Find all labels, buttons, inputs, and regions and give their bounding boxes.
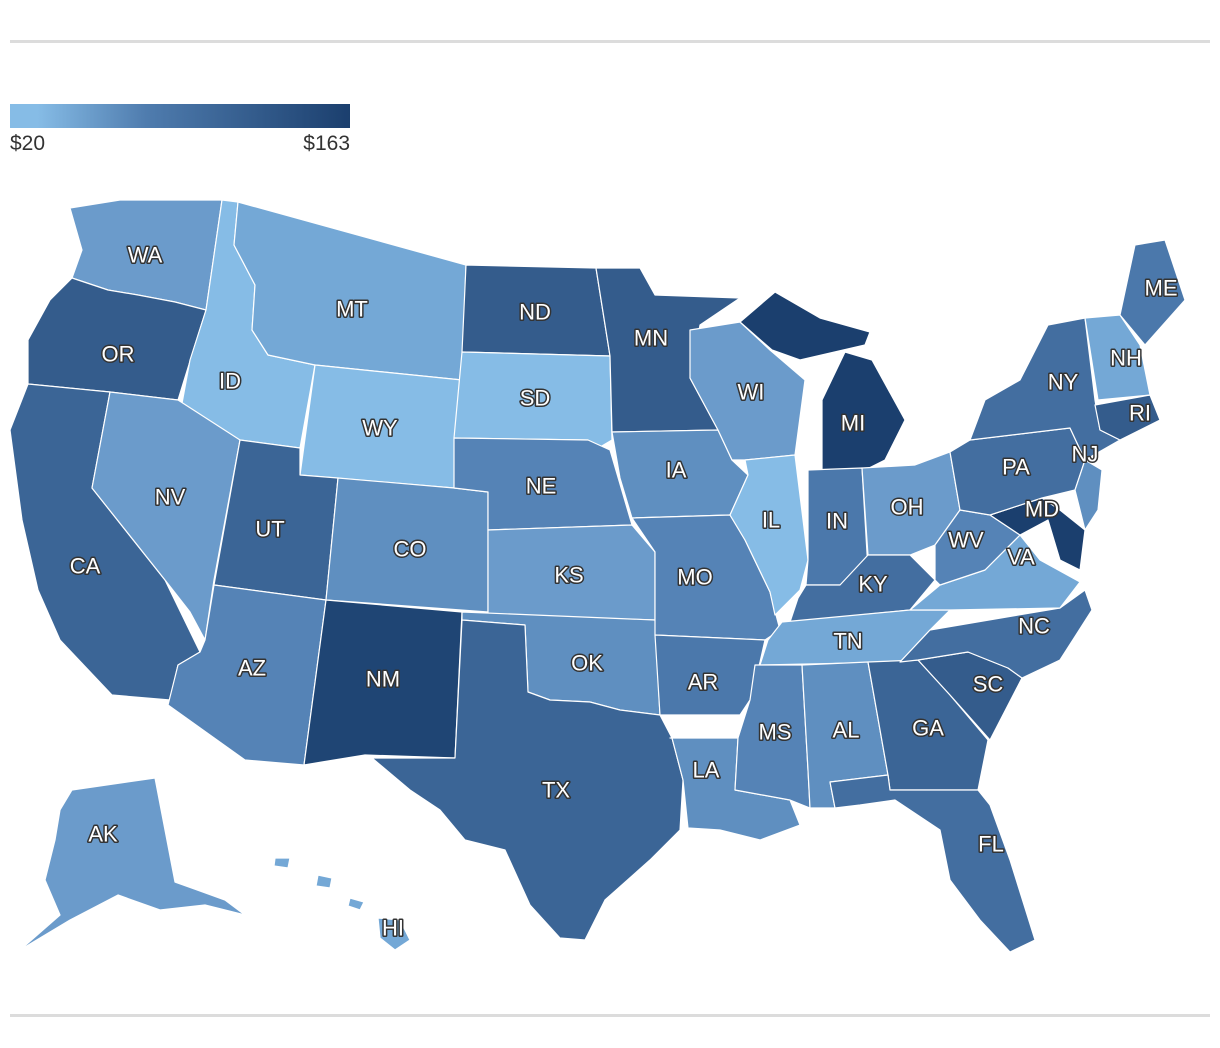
state-label-LA: LA: [693, 758, 720, 783]
state-label-NE: NE: [526, 474, 557, 499]
legend-max-label: $163: [303, 132, 350, 155]
state-label-IN: IN: [826, 509, 848, 534]
state-label-FL: FL: [978, 832, 1004, 857]
state-label-KS: KS: [554, 563, 583, 588]
state-label-WI: WI: [738, 380, 765, 405]
state-label-PA: PA: [1002, 455, 1030, 480]
state-label-NV: NV: [155, 485, 186, 510]
state-label-MD: MD: [1025, 497, 1059, 522]
state-label-AR: AR: [688, 670, 719, 695]
state-label-CA: CA: [70, 554, 101, 579]
bottom-divider: [10, 1014, 1210, 1017]
state-AR[interactable]: [654, 634, 766, 716]
state-TX[interactable]: [371, 619, 684, 941]
state-NJ[interactable]: [1074, 459, 1103, 531]
state-OR[interactable]: [27, 277, 207, 401]
legend-min-label: $20: [10, 132, 46, 155]
states-layer: [9, 199, 1186, 953]
state-label-MN: MN: [634, 326, 668, 351]
state-label-IA: IA: [666, 458, 687, 483]
state-label-SD: SD: [520, 386, 551, 411]
state-label-TX: TX: [542, 778, 570, 803]
state-label-OR: OR: [102, 342, 135, 367]
state-label-ME: ME: [1145, 276, 1178, 301]
state-label-NH: NH: [1110, 346, 1142, 371]
state-label-TN: TN: [833, 629, 862, 654]
state-label-VA: VA: [1007, 545, 1035, 570]
state-IL[interactable]: [729, 454, 809, 616]
state-label-GA: GA: [912, 716, 944, 741]
state-label-MO: MO: [677, 565, 712, 590]
state-label-AK: AK: [88, 822, 118, 847]
state-MI[interactable]: [739, 291, 906, 471]
state-FL[interactable]: [829, 774, 1036, 953]
state-label-HI: HI: [382, 916, 404, 941]
state-label-NY: NY: [1048, 370, 1079, 395]
state-label-WY: WY: [362, 416, 398, 441]
state-label-MT: MT: [336, 297, 368, 322]
state-RI[interactable]: [1094, 394, 1161, 441]
state-label-SC: SC: [973, 672, 1004, 697]
state-AK[interactable]: [19, 777, 246, 951]
legend-labels: $20 $163: [10, 132, 350, 160]
state-label-WA: WA: [128, 243, 163, 268]
state-labels-layer: WA OR CA ID NV MT WY UT AZ CO NM ND SD N…: [68, 241, 1179, 942]
state-label-MI: MI: [841, 411, 865, 436]
state-NC[interactable]: [899, 589, 1093, 679]
state-label-NJ: NJ: [1072, 442, 1099, 467]
state-label-OK: OK: [571, 651, 603, 676]
state-label-AL: AL: [833, 718, 860, 743]
state-label-CO: CO: [394, 537, 427, 562]
state-label-OH: OH: [891, 495, 924, 520]
state-MD[interactable]: [989, 497, 1086, 571]
top-divider: [10, 40, 1210, 43]
state-label-MS: MS: [759, 720, 792, 745]
state-HI[interactable]: [273, 857, 411, 951]
state-label-IL: IL: [762, 508, 780, 533]
state-label-AZ: AZ: [238, 656, 266, 681]
legend-gradient-bar: [10, 104, 350, 128]
state-label-RI: RI: [1129, 401, 1151, 426]
state-label-NM: NM: [366, 667, 400, 692]
state-label-UT: UT: [255, 517, 284, 542]
state-NY[interactable]: [969, 317, 1121, 461]
state-label-NC: NC: [1018, 614, 1050, 639]
state-label-ID: ID: [219, 369, 241, 394]
state-ME[interactable]: [1119, 239, 1186, 346]
state-label-KY: KY: [858, 572, 888, 597]
state-label-WV: WV: [948, 528, 984, 553]
state-NH[interactable]: [1084, 314, 1151, 401]
state-label-ND: ND: [519, 300, 551, 325]
color-legend: $20 $163: [10, 104, 350, 160]
state-MT[interactable]: [233, 201, 467, 381]
